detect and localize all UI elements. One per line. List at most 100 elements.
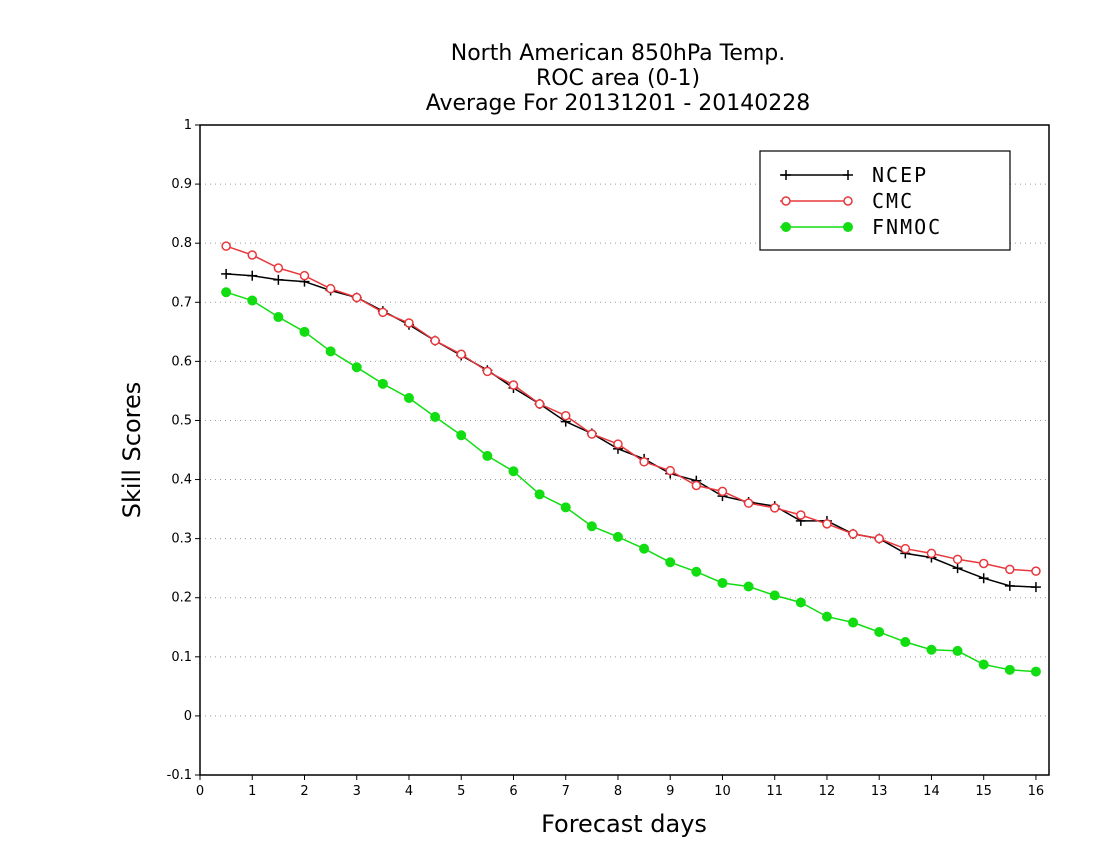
data-point-fnmoc (299, 326, 310, 337)
data-point-fnmoc (691, 566, 702, 577)
data-point-cmc (743, 498, 754, 508)
legend-label-fnmoc: FNMOC (872, 215, 942, 239)
data-point-cmc (796, 510, 806, 520)
x-tick-label: 15 (975, 784, 992, 799)
data-point-cmc (587, 429, 597, 439)
data-point-cmc (1031, 566, 1041, 576)
data-point-cmc (822, 519, 832, 529)
data-point-cmc (299, 270, 310, 281)
data-point-cmc (378, 307, 388, 318)
chart-title-line-3: Average For 20131201 - 20140228 (426, 91, 811, 116)
series-line-cmc (225, 245, 1036, 572)
y-tick-label: 0.9 (171, 177, 192, 192)
series-layer (221, 241, 1041, 677)
data-point-fnmoc (874, 627, 885, 637)
data-point-fnmoc (377, 378, 388, 389)
data-point-cmc (900, 543, 911, 554)
data-point-fnmoc (508, 466, 519, 477)
legend-label-cmc: CMC (872, 189, 914, 213)
data-point-fnmoc (403, 393, 414, 403)
legend-marker-cmc (843, 196, 853, 206)
data-point-cmc (534, 399, 545, 409)
data-point-cmc (952, 554, 963, 565)
y-axis-label: Skill Scores (118, 382, 146, 519)
data-point-cmc (404, 318, 414, 328)
legend-label-ncep: NCEP (872, 163, 928, 187)
data-point-fnmoc (560, 502, 571, 513)
data-point-fnmoc (586, 521, 597, 532)
data-point-fnmoc (612, 531, 623, 542)
series-cmc (221, 241, 1041, 576)
data-point-cmc (247, 250, 257, 260)
y-tick-label: 1 (184, 118, 192, 133)
data-point-fnmoc (743, 581, 754, 592)
data-point-cmc (848, 529, 858, 539)
data-point-ncep (952, 563, 963, 574)
data-point-fnmoc (821, 611, 832, 622)
x-tick-label: 4 (405, 784, 413, 799)
x-tick-label: 3 (353, 784, 361, 799)
data-point-cmc (717, 486, 728, 497)
data-point-fnmoc (717, 577, 728, 588)
data-point-cmc (926, 548, 937, 559)
data-point-cmc (273, 263, 284, 273)
x-tick-label: 14 (923, 784, 940, 799)
legend-marker-ncep (843, 170, 853, 180)
y-tick-label: 0.2 (171, 591, 192, 606)
y-tick-label: 0.3 (171, 532, 192, 547)
x-tick-label: 13 (871, 784, 888, 799)
x-tick-label: 10 (714, 784, 731, 799)
data-point-fnmoc (665, 557, 676, 568)
data-point-cmc (456, 349, 466, 360)
data-point-fnmoc (639, 543, 650, 554)
x-tick-label: 12 (819, 784, 836, 799)
x-tick-label: 7 (562, 784, 570, 799)
x-tick-label: 2 (300, 784, 308, 799)
data-point-cmc (978, 558, 989, 569)
y-tick-label: 0.6 (171, 354, 192, 369)
data-point-cmc (560, 410, 571, 421)
data-point-cmc (769, 503, 780, 513)
data-point-ncep (273, 274, 284, 285)
data-point-fnmoc (430, 411, 441, 422)
data-point-cmc (874, 533, 884, 544)
legend-marker-fnmoc (843, 222, 853, 232)
data-point-ncep (978, 573, 989, 584)
x-tick-label: 16 (1028, 784, 1045, 799)
grid (200, 183, 1049, 717)
data-point-fnmoc (221, 287, 232, 298)
data-point-ncep (1030, 582, 1041, 593)
legend-marker-cmc (781, 196, 791, 206)
data-point-fnmoc (273, 312, 284, 323)
series-line-fnmoc (225, 291, 1036, 673)
data-point-cmc (430, 335, 440, 346)
data-point-fnmoc (351, 362, 362, 373)
legend-item-ncep: NCEP (780, 163, 928, 187)
x-tick-label: 1 (248, 784, 256, 799)
legend-item-fnmoc: FNMOC (780, 215, 942, 239)
data-point-fnmoc (795, 597, 806, 608)
data-point-ncep (1004, 580, 1015, 591)
data-point-fnmoc (952, 645, 963, 656)
x-tick-label: 5 (457, 784, 465, 799)
data-point-ncep (221, 268, 232, 279)
series-line-ncep (226, 273, 1036, 588)
legend-marker-fnmoc (781, 222, 791, 232)
data-point-fnmoc (534, 489, 545, 500)
y-tick-label: 0.7 (171, 295, 192, 310)
data-point-cmc (613, 439, 623, 449)
data-point-fnmoc (1004, 664, 1015, 675)
data-point-fnmoc (926, 644, 937, 655)
data-point-fnmoc (482, 450, 493, 461)
x-tick-label: 0 (196, 784, 204, 799)
data-point-fnmoc (769, 590, 780, 601)
chart-title: North American 850hPa Temp. ROC area (0-… (426, 41, 811, 116)
data-point-fnmoc (978, 659, 989, 670)
data-point-cmc (482, 366, 493, 377)
data-point-fnmoc (1030, 666, 1041, 677)
x-tick-label: 11 (766, 784, 783, 799)
chart-title-line-1: North American 850hPa Temp. (451, 41, 786, 66)
data-point-ncep (247, 270, 258, 281)
